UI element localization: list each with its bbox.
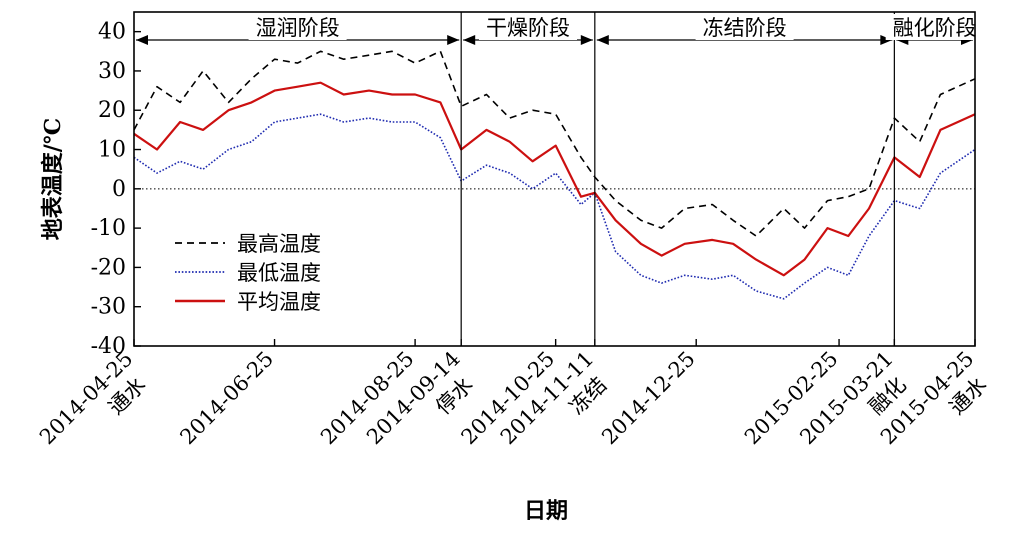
y-tick-label: 0 [112, 177, 126, 202]
phase-annotation-layer: 湿润阶段 干燥阶段 冻结阶段 融化阶段 [136, 14, 984, 45]
series-line-mean [133, 81, 976, 277]
phase-label: 冻结阶段 [703, 16, 787, 40]
phase-label: 湿润阶段 [256, 16, 340, 40]
y-tick-label: 20 [98, 98, 126, 123]
phase-arrowhead-right [580, 35, 593, 45]
phase-label-background [248, 14, 347, 40]
x-tick-label: 2014-12-25 [597, 347, 700, 450]
phase-arrowhead-left [463, 35, 476, 45]
legend-label: 最低温度 [237, 261, 321, 285]
y-tick-label: 30 [98, 59, 126, 84]
y-tick-label: -10 [91, 216, 126, 241]
y-tick-label: -20 [91, 255, 126, 280]
legend-label: 平均温度 [237, 290, 321, 314]
y-axis-ticks: -40 -30 -20 -10 0 10 20 30 40 [91, 20, 141, 359]
x-tick-label: 2014-06-25 [176, 347, 279, 450]
phase-arrowhead-right [447, 35, 460, 45]
phase-arrowhead-left [136, 35, 148, 45]
legend-label: 最高温度 [237, 232, 321, 256]
phase-divider-layer [460, 12, 895, 346]
y-tick-label: -30 [91, 295, 126, 320]
phase-label-background [695, 14, 794, 40]
phase-label-background [885, 14, 984, 40]
y-axis-title: 地表温度/℃ [40, 118, 66, 240]
phase-label: 融化阶段 [893, 16, 977, 40]
y-tick-label: 40 [98, 20, 126, 45]
series-layer [133, 50, 976, 300]
x-axis-title: 日期 [524, 498, 568, 524]
plot-frame [133, 11, 976, 347]
series-line-min [133, 113, 976, 300]
phase-label-background [479, 14, 578, 40]
phase-label: 干燥阶段 [486, 16, 570, 40]
y-tick-label: -40 [91, 334, 126, 359]
phase-arrowhead-left [596, 35, 609, 45]
y-tick-label: 10 [98, 138, 126, 163]
series-line-max [133, 50, 976, 237]
